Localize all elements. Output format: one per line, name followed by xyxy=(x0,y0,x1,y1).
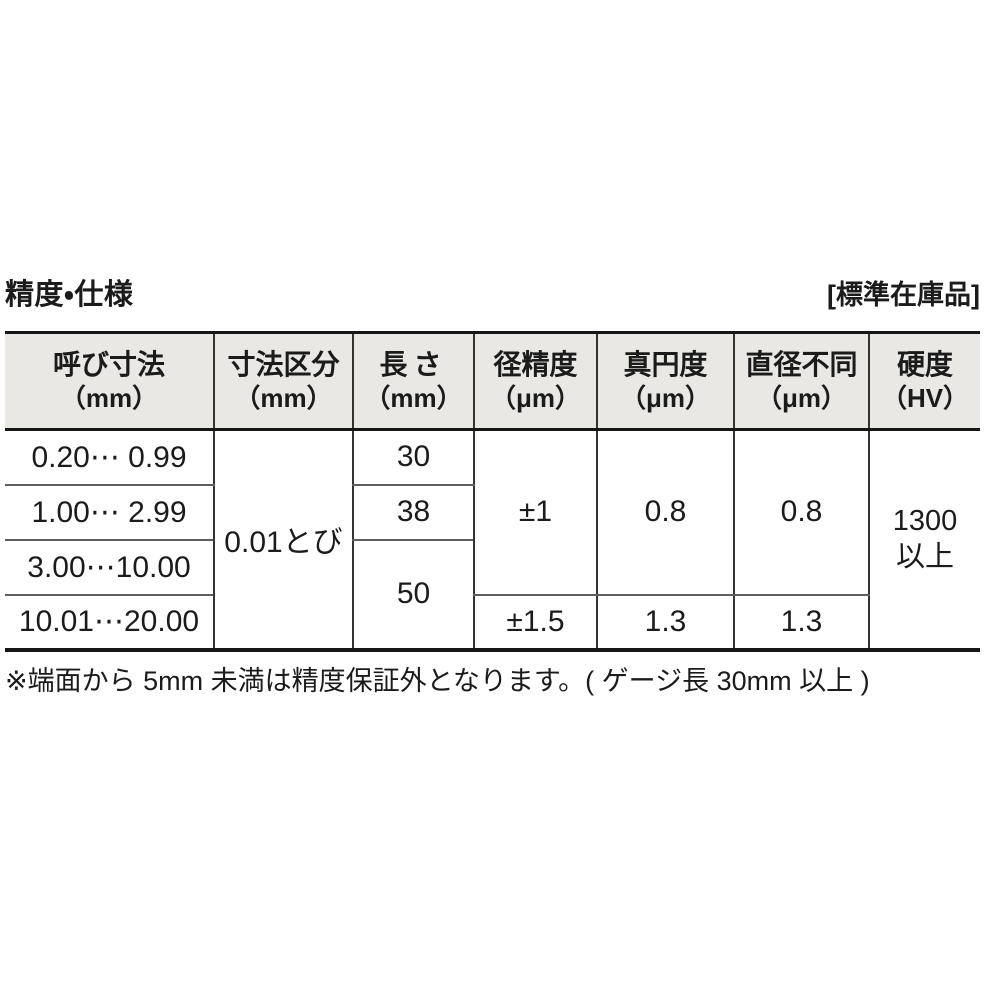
col-header-diameter-variation: 直径不同 （μm） xyxy=(733,332,869,431)
title-row: 精度・仕様 [標準在庫品] xyxy=(5,279,980,311)
hardness-value: 1300 xyxy=(892,505,958,538)
accuracy-spec-table: 呼び寸法 （mm） 寸法区分 （mm） 長さ （mm） 径精度 （μm） 真円度 xyxy=(5,331,980,652)
table-row: 0.20⋯ 0.99 0.01とび 30 ±1 0.8 0.8 1300 以上 xyxy=(5,429,980,651)
cell-diameter-accuracy-upper: ±1 xyxy=(473,429,597,596)
col-header-unit: （mm） xyxy=(364,383,463,413)
table-row: 3.00⋯10.00 50 xyxy=(5,539,980,651)
col-header-length: 長さ （mm） xyxy=(352,332,474,431)
cell-nominal-range-1: 0.20⋯ 0.99 xyxy=(5,429,214,486)
col-header-nominal-size: 呼び寸法 （mm） xyxy=(5,332,214,431)
table-row: 10.01⋯20.00 ±1.5 1.3 1.3 xyxy=(5,594,980,651)
col-header-label: 長さ xyxy=(379,349,448,380)
col-header-roundness: 真円度 （μm） xyxy=(596,332,734,431)
cell-roundness-upper: 0.8 xyxy=(596,429,734,596)
col-header-label: 寸法区分 xyxy=(227,349,340,380)
cell-diameter-variation-upper: 0.8 xyxy=(733,429,869,596)
cell-diameter-variation-lower: 1.3 xyxy=(733,594,869,651)
cell-length-30: 30 xyxy=(352,429,474,486)
cell-nominal-range-3: 3.00⋯10.00 xyxy=(5,539,214,596)
col-header-size-increment: 寸法区分 （mm） xyxy=(213,332,353,431)
col-header-unit: （μm） xyxy=(755,383,848,413)
cell-nominal-range-2: 1.00⋯ 2.99 xyxy=(5,484,214,541)
col-header-label: 呼び寸法 xyxy=(52,349,165,380)
stock-status-label: [標準在庫品] xyxy=(827,280,980,310)
page-title: 精度・仕様 xyxy=(5,279,134,311)
cell-length-50: 50 xyxy=(352,539,474,651)
col-header-unit: （μm） xyxy=(489,383,582,413)
col-header-label: 直径不同 xyxy=(745,349,858,380)
hardness-qualifier: 以上 xyxy=(895,541,954,574)
cell-diameter-accuracy-lower: ±1.5 xyxy=(473,594,597,651)
cell-nominal-range-4: 10.01⋯20.00 xyxy=(5,594,214,651)
spec-sheet: 精度・仕様 [標準在庫品] 呼び寸法 （mm） 寸法区分 （mm） xyxy=(5,279,980,698)
col-header-unit: （mm） xyxy=(234,383,333,413)
cell-hardness: 1300 以上 xyxy=(868,429,980,651)
col-header-unit: （HV） xyxy=(880,383,970,413)
col-header-unit: （mm） xyxy=(59,383,159,413)
cell-length-38: 38 xyxy=(352,484,474,541)
cell-size-increment: 0.01とび xyxy=(213,429,353,651)
col-header-hardness: 硬度 （HV） xyxy=(868,332,980,431)
col-header-diameter-accuracy: 径精度 （μm） xyxy=(473,332,597,431)
table-row: 1.00⋯ 2.99 38 xyxy=(5,484,980,541)
cell-roundness-lower: 1.3 xyxy=(596,594,734,651)
col-header-label: 真円度 xyxy=(623,349,708,380)
col-header-label: 硬度 xyxy=(896,349,953,380)
accuracy-footnote: ※端面から 5mm 未満は精度保証外となります。( ゲージ長 30mm 以上 ) xyxy=(5,665,870,696)
col-header-label: 径精度 xyxy=(493,349,578,380)
col-header-unit: （μm） xyxy=(619,383,712,413)
header-row: 呼び寸法 （mm） 寸法区分 （mm） 長さ （mm） 径精度 （μm） 真円度 xyxy=(5,332,980,431)
